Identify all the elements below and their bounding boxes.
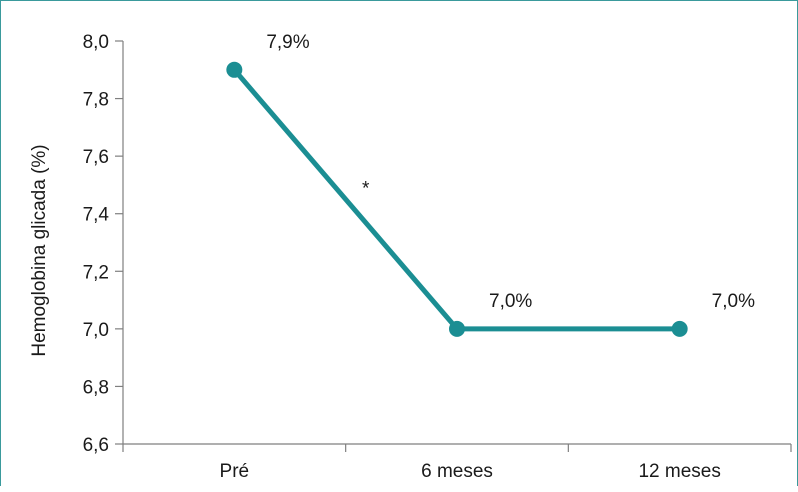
y-tick-label: 7,2 <box>83 262 109 283</box>
data-label: 7,0% <box>489 291 532 312</box>
series-group: 7,9% 7,0% 7,0% <box>226 32 755 337</box>
x-tick-label: 12 meses <box>638 461 720 482</box>
series-line <box>232 68 680 332</box>
data-point <box>671 320 688 337</box>
x-tick-label: Pré <box>220 461 250 482</box>
x-tick-label: 6 meses <box>421 461 493 482</box>
y-axis-title: Hemoglobina glicada (%) <box>29 144 50 356</box>
data-label: 7,9% <box>266 32 309 53</box>
significance-marker: * <box>362 178 370 199</box>
y-tick-label: 6,6 <box>83 435 109 456</box>
y-tick-label: 8,0 <box>83 32 109 53</box>
data-point <box>449 320 465 337</box>
y-ticks: 6,6 6,8 7,0 7,2 7,4 7,6 7,8 8,0 <box>83 32 123 456</box>
data-point <box>226 61 243 78</box>
y-tick-label: 7,6 <box>83 147 109 168</box>
x-ticks: Pré 6 meses 12 meses <box>122 444 792 482</box>
y-tick-label: 7,8 <box>83 90 109 111</box>
y-tick-label: 6,8 <box>83 377 109 398</box>
data-label: 7,0% <box>712 291 755 312</box>
y-tick-label: 7,4 <box>83 205 110 226</box>
annotations: * <box>362 178 370 199</box>
y-tick-label: 7,0 <box>83 320 109 341</box>
axes: 6,6 6,8 7,0 7,2 7,4 7,6 7,8 8,0 Pré 6 meses 12 me… <box>83 32 792 482</box>
